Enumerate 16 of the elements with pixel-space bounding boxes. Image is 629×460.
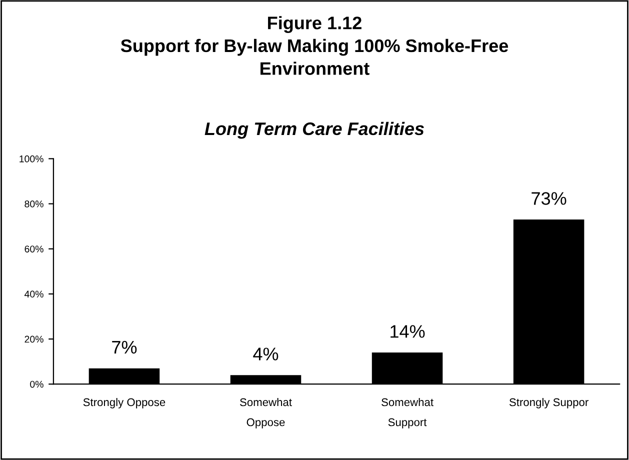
- x-tick-label: Somewhat Oppose: [240, 398, 292, 428]
- data-label: 7%: [112, 340, 137, 354]
- y-tick-label: 100%: [20, 155, 44, 162]
- y-tick-label: 40%: [24, 290, 44, 298]
- y-tick-label: 80%: [24, 200, 44, 208]
- x-tick-label: Somewhat Support: [382, 398, 434, 428]
- y-tick-label: 20%: [24, 336, 44, 343]
- data-label: 4%: [253, 348, 278, 360]
- chart-title: Figure 1.12 Support for By-law Making 100% Smoke-Free Environment: [120, 16, 508, 75]
- x-tick-label: Strongly Suppor: [509, 398, 588, 408]
- y-tick-label: 60%: [24, 246, 44, 252]
- data-label: 73%: [532, 192, 566, 205]
- data-label: 14%: [390, 325, 425, 338]
- y-tick-label: 0%: [30, 380, 44, 388]
- chart-subtitle: Long Term Care Facilities: [204, 122, 424, 139]
- x-tick-label: Strongly Oppose: [83, 398, 166, 408]
